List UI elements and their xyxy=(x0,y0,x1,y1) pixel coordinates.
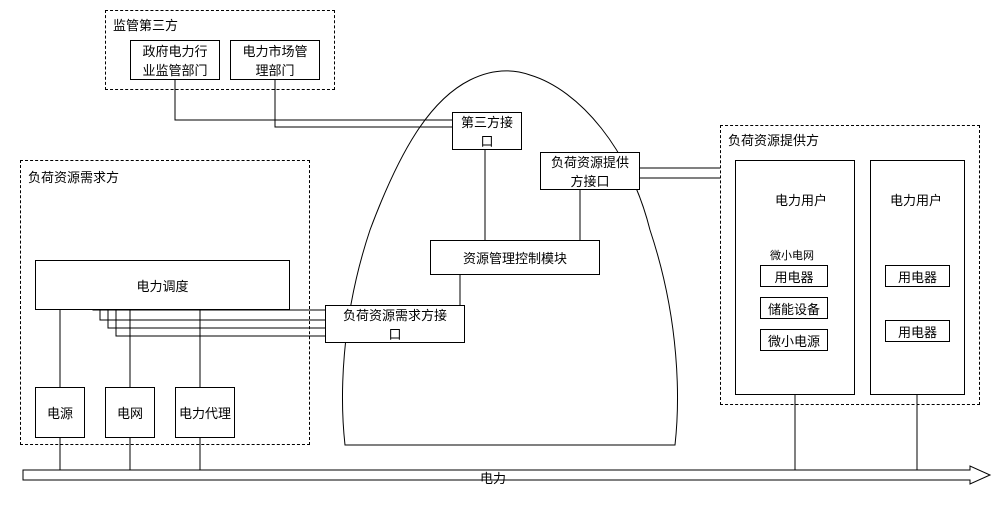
power-user-right-label: 电力用户 xyxy=(890,190,942,209)
micro-source-box: 微小电源 xyxy=(760,329,828,351)
control-module-box: 资源管理控制模块 xyxy=(430,240,600,275)
gov-dept-box: 政府电力行 业监管部门 xyxy=(130,40,220,80)
appliance-box-3: 用电器 xyxy=(885,320,950,342)
third-party-if-box: 第三方接 口 xyxy=(452,112,522,150)
regulator-title: 监管第三方 xyxy=(113,15,178,34)
provider-if-box: 负荷资源提供 方接口 xyxy=(540,152,640,190)
dispatch-box: 电力调度 xyxy=(35,260,290,310)
power-bus xyxy=(23,466,990,484)
agent-box: 电力代理 xyxy=(175,387,235,438)
power-label: 电力 xyxy=(480,468,506,487)
microgrid-label: 微小电网 xyxy=(770,247,814,263)
source-box: 电源 xyxy=(35,387,85,438)
appliance-box-2: 用电器 xyxy=(885,265,950,287)
storage-box: 储能设备 xyxy=(760,297,828,319)
demand-if-box: 负荷资源需求方接 口 xyxy=(325,305,465,343)
power-user-left-label: 电力用户 xyxy=(775,190,827,209)
supply-side-title: 负荷资源提供方 xyxy=(728,130,819,149)
market-dept-box: 电力市场管 理部门 xyxy=(230,40,320,80)
grid-box: 电网 xyxy=(105,387,155,438)
appliance-box-1: 用电器 xyxy=(760,265,828,287)
demand-side-title: 负荷资源需求方 xyxy=(28,167,119,186)
